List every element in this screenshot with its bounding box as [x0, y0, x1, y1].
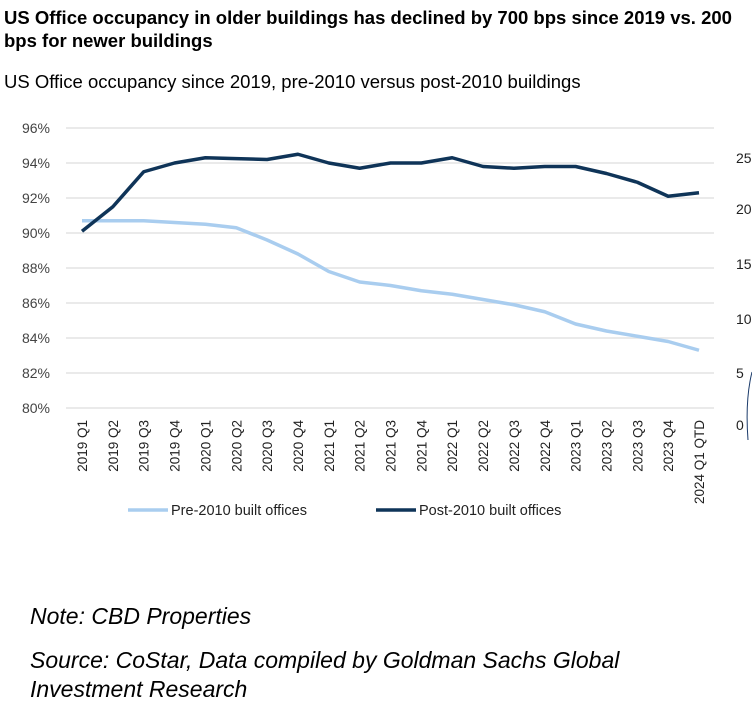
x-tick-label: 2023 Q3	[630, 420, 645, 472]
y-tick-label: 82%	[22, 365, 50, 381]
x-tick-label: 2019 Q2	[106, 420, 121, 472]
x-tick-label: 2021 Q3	[384, 420, 399, 472]
y-tick-label: 90%	[22, 225, 50, 241]
x-tick-label: 2022 Q4	[538, 420, 553, 472]
series-line-post-2010	[80, 152, 700, 233]
source: Source: CoStar, Data compiled by Goldman…	[30, 647, 620, 702]
chart-subtitle: US Office occupancy since 2019, pre-2010…	[4, 71, 581, 92]
x-tick-label: 2021 Q2	[353, 420, 368, 472]
partial-chart-curve	[746, 371, 752, 441]
partial-axis-tick: 10	[736, 311, 752, 327]
x-tick-label: 2021 Q4	[414, 420, 429, 472]
x-tick-label: 2019 Q4	[168, 420, 183, 472]
partial-axis-tick: 0	[736, 417, 744, 433]
y-tick-label: 84%	[22, 330, 50, 346]
x-tick-label: 2020 Q1	[198, 420, 213, 472]
note: Note: CBD Properties	[30, 603, 252, 629]
x-tick-label: 2024 Q1 QTD	[692, 420, 707, 504]
x-tick-label: 2019 Q1	[75, 420, 90, 472]
chart-headline: US Office occupancy in older buildings h…	[4, 7, 732, 51]
y-tick-label: 86%	[22, 295, 50, 311]
legend-label: Pre-2010 built offices	[171, 503, 307, 519]
x-tick-label: 2020 Q3	[260, 420, 275, 472]
y-tick-label: 88%	[22, 260, 50, 276]
x-tick-label: 2023 Q1	[569, 420, 584, 472]
x-tick-label: 2020 Q4	[291, 420, 306, 472]
x-tick-label: 2021 Q1	[322, 420, 337, 472]
y-tick-label: 80%	[22, 400, 50, 416]
y-tick-label: 96%	[22, 120, 50, 136]
partial-axis-tick: 5	[736, 365, 744, 381]
partial-axis-tick: 25	[736, 150, 752, 166]
x-tick-label: 2022 Q1	[445, 420, 460, 472]
x-tick-label: 2020 Q2	[229, 420, 244, 472]
partial-axis-tick: 15	[736, 256, 752, 272]
x-tick-label: 2023 Q4	[661, 420, 676, 472]
x-tick-label: 2019 Q3	[137, 420, 152, 472]
x-tick-label: 2022 Q3	[507, 420, 522, 472]
series-line-pre-2010	[82, 219, 700, 352]
legend-label: Post-2010 built offices	[419, 503, 561, 519]
line-chart: 80% 82% 84% 86% 88% 90% 92% 94% 96% 2019 Q1 2019 Q…	[22, 120, 752, 519]
x-tick-label: 2023 Q2	[599, 420, 614, 472]
y-tick-label: 94%	[22, 155, 50, 171]
x-tick-label: 2022 Q2	[476, 420, 491, 472]
partial-axis-tick: 20	[736, 201, 752, 217]
y-tick-label: 92%	[22, 190, 50, 206]
